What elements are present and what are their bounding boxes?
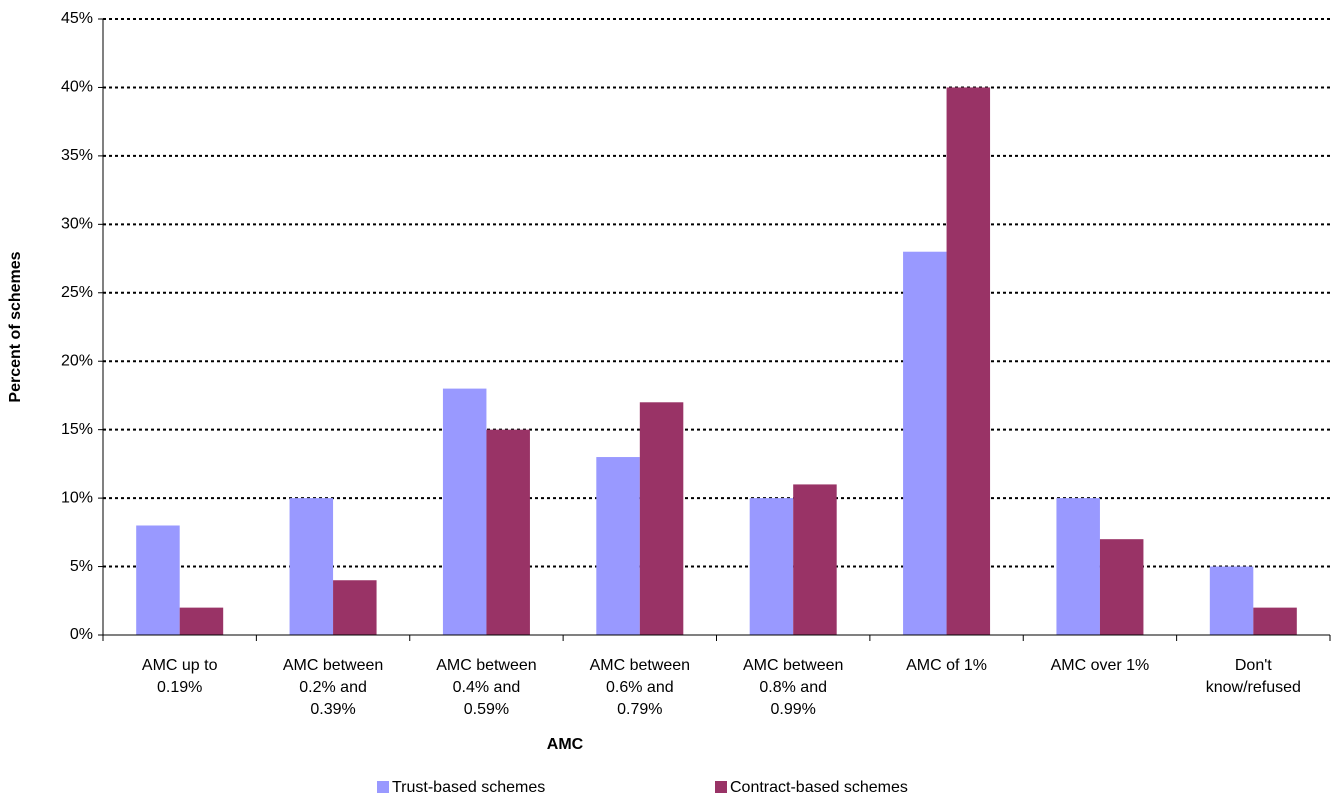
y-tick-label: 5%: [70, 558, 93, 575]
bar: [179, 607, 224, 635]
legend-label: Contract-based schemes: [730, 779, 908, 796]
bar: [596, 457, 640, 635]
x-tick-label: AMC between 0.4% and 0.59%: [436, 657, 537, 718]
x-tick-label: AMC up to 0.19%: [141, 657, 218, 696]
x-tick-label: AMC of 1%: [906, 657, 988, 674]
bar: [1253, 607, 1297, 635]
y-tick-label: 45%: [61, 10, 93, 27]
bar: [442, 388, 487, 635]
y-tick-label: 15%: [61, 421, 93, 438]
bar: [639, 402, 684, 635]
y-tick-label: 40%: [61, 79, 93, 96]
bar: [903, 251, 947, 635]
bar: [1209, 566, 1254, 635]
bar: [946, 87, 991, 635]
y-tick-label: 10%: [61, 489, 93, 506]
x-tick-label: AMC between 0.8% and 0.99%: [742, 657, 844, 718]
y-tick-label: 0%: [70, 626, 93, 643]
x-tick-label: AMC over 1%: [1050, 657, 1150, 674]
bar: [749, 498, 794, 635]
x-axis-title: AMC: [547, 736, 584, 753]
bar: [1099, 539, 1144, 635]
bar: [289, 498, 334, 635]
legend-swatch: [377, 781, 389, 793]
x-tick-label: Don't know/refused: [1205, 657, 1301, 696]
x-tick-label: AMC between 0.6% and 0.79%: [589, 657, 691, 718]
bar: [333, 580, 377, 635]
x-tick-label: AMC between 0.2% and 0.39%: [282, 657, 384, 718]
legend-label: Trust-based schemes: [392, 779, 545, 796]
bar: [793, 484, 837, 635]
y-tick-label: 30%: [61, 216, 93, 233]
y-axis-title: Percent of schemes: [7, 251, 24, 402]
y-tick-label: 25%: [61, 284, 93, 301]
bar: [136, 525, 180, 635]
bar: [1056, 498, 1100, 635]
legend-swatch: [715, 781, 727, 793]
bar: [486, 429, 530, 635]
y-tick-label: 20%: [61, 352, 93, 369]
y-tick-label: 35%: [61, 147, 93, 164]
